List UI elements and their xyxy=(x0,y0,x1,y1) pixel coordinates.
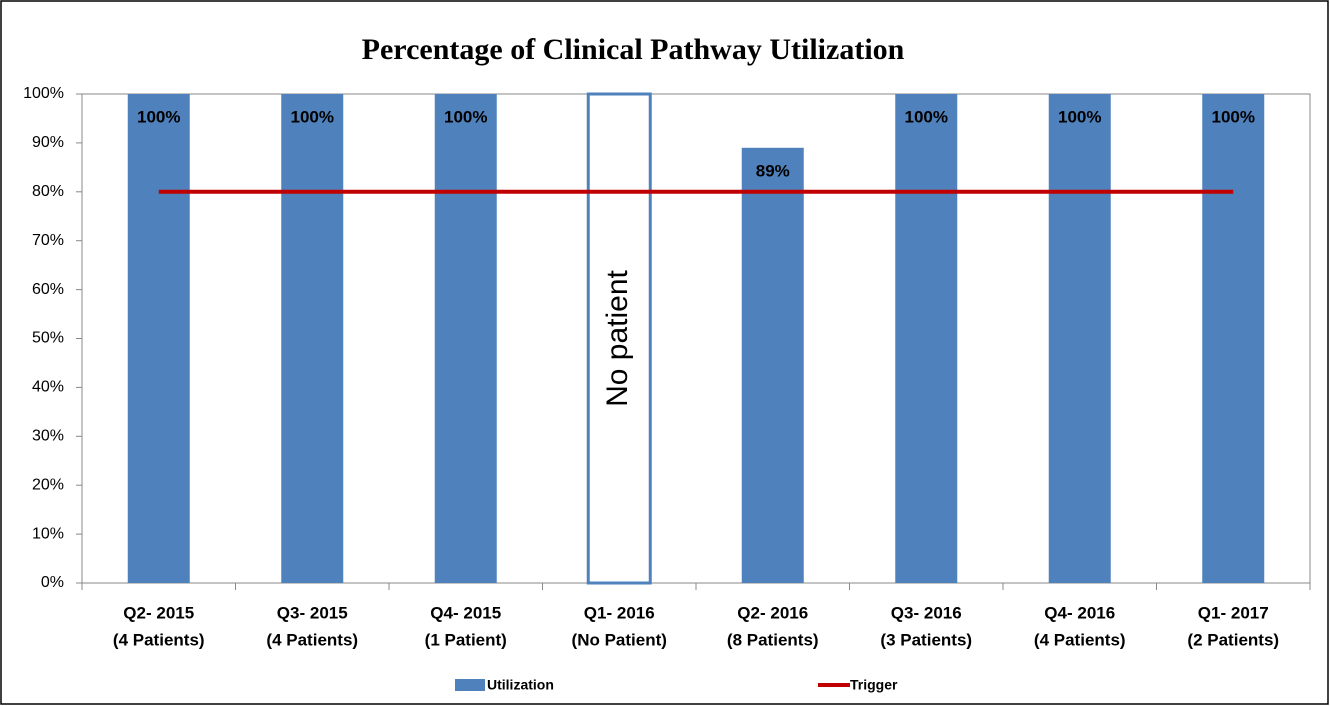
y-tick-label: 80% xyxy=(32,183,64,200)
y-tick-label: 60% xyxy=(32,281,64,298)
no-data-box xyxy=(586,92,652,585)
bar xyxy=(1048,94,1111,583)
bar xyxy=(434,94,497,583)
bar xyxy=(1202,94,1265,583)
bar xyxy=(741,147,804,584)
data-label: 100% xyxy=(444,107,487,126)
annotation: No patient xyxy=(601,269,634,406)
y-tick-label: 10% xyxy=(32,525,64,542)
bar xyxy=(127,94,190,583)
x-tick-label: Q3- 2016 xyxy=(891,603,962,622)
x-tick-label: (No Patient) xyxy=(572,630,667,649)
x-tick-label: (3 Patients) xyxy=(880,630,972,649)
x-tick-label: (4 Patients) xyxy=(113,630,205,649)
data-label: 100% xyxy=(1058,107,1101,126)
data-label: 100% xyxy=(905,107,948,126)
y-tick-label: 70% xyxy=(32,232,64,249)
x-tick-label: (4 Patients) xyxy=(1034,630,1126,649)
y-tick-label: 90% xyxy=(32,134,64,151)
y-tick-label: 0% xyxy=(41,574,64,591)
y-tick-label: 100% xyxy=(23,85,64,102)
bar xyxy=(281,94,344,583)
x-tick-label: (4 Patients) xyxy=(266,630,358,649)
x-tick-label: Q2- 2016 xyxy=(737,603,808,622)
x-tick-label: Q4- 2016 xyxy=(1044,603,1115,622)
legend-swatch xyxy=(455,679,485,691)
x-tick-label: Q1- 2016 xyxy=(584,603,655,622)
bar xyxy=(895,94,958,583)
data-label: 100% xyxy=(291,107,334,126)
x-tick-label: Q4- 2015 xyxy=(430,603,501,622)
data-label: 100% xyxy=(137,107,180,126)
x-tick-label: Q1- 2017 xyxy=(1198,603,1269,622)
data-label: 89% xyxy=(756,161,790,180)
y-tick-label: 30% xyxy=(32,428,64,445)
data-label: 100% xyxy=(1212,107,1255,126)
y-tick-label: 50% xyxy=(32,330,64,347)
x-tick-label: Q2- 2015 xyxy=(123,603,194,622)
legend-label: Trigger xyxy=(850,677,898,693)
x-tick-label: Q3- 2015 xyxy=(277,603,348,622)
legend-label: Utilization xyxy=(487,677,554,693)
x-tick-label: (2 Patients) xyxy=(1187,630,1279,649)
x-tick-label: (1 Patient) xyxy=(425,630,507,649)
y-tick-label: 40% xyxy=(32,379,64,396)
x-tick-label: (8 Patients) xyxy=(727,630,819,649)
y-tick-label: 20% xyxy=(32,476,64,493)
chart-title: Percentage of Clinical Pathway Utilizati… xyxy=(362,33,905,66)
